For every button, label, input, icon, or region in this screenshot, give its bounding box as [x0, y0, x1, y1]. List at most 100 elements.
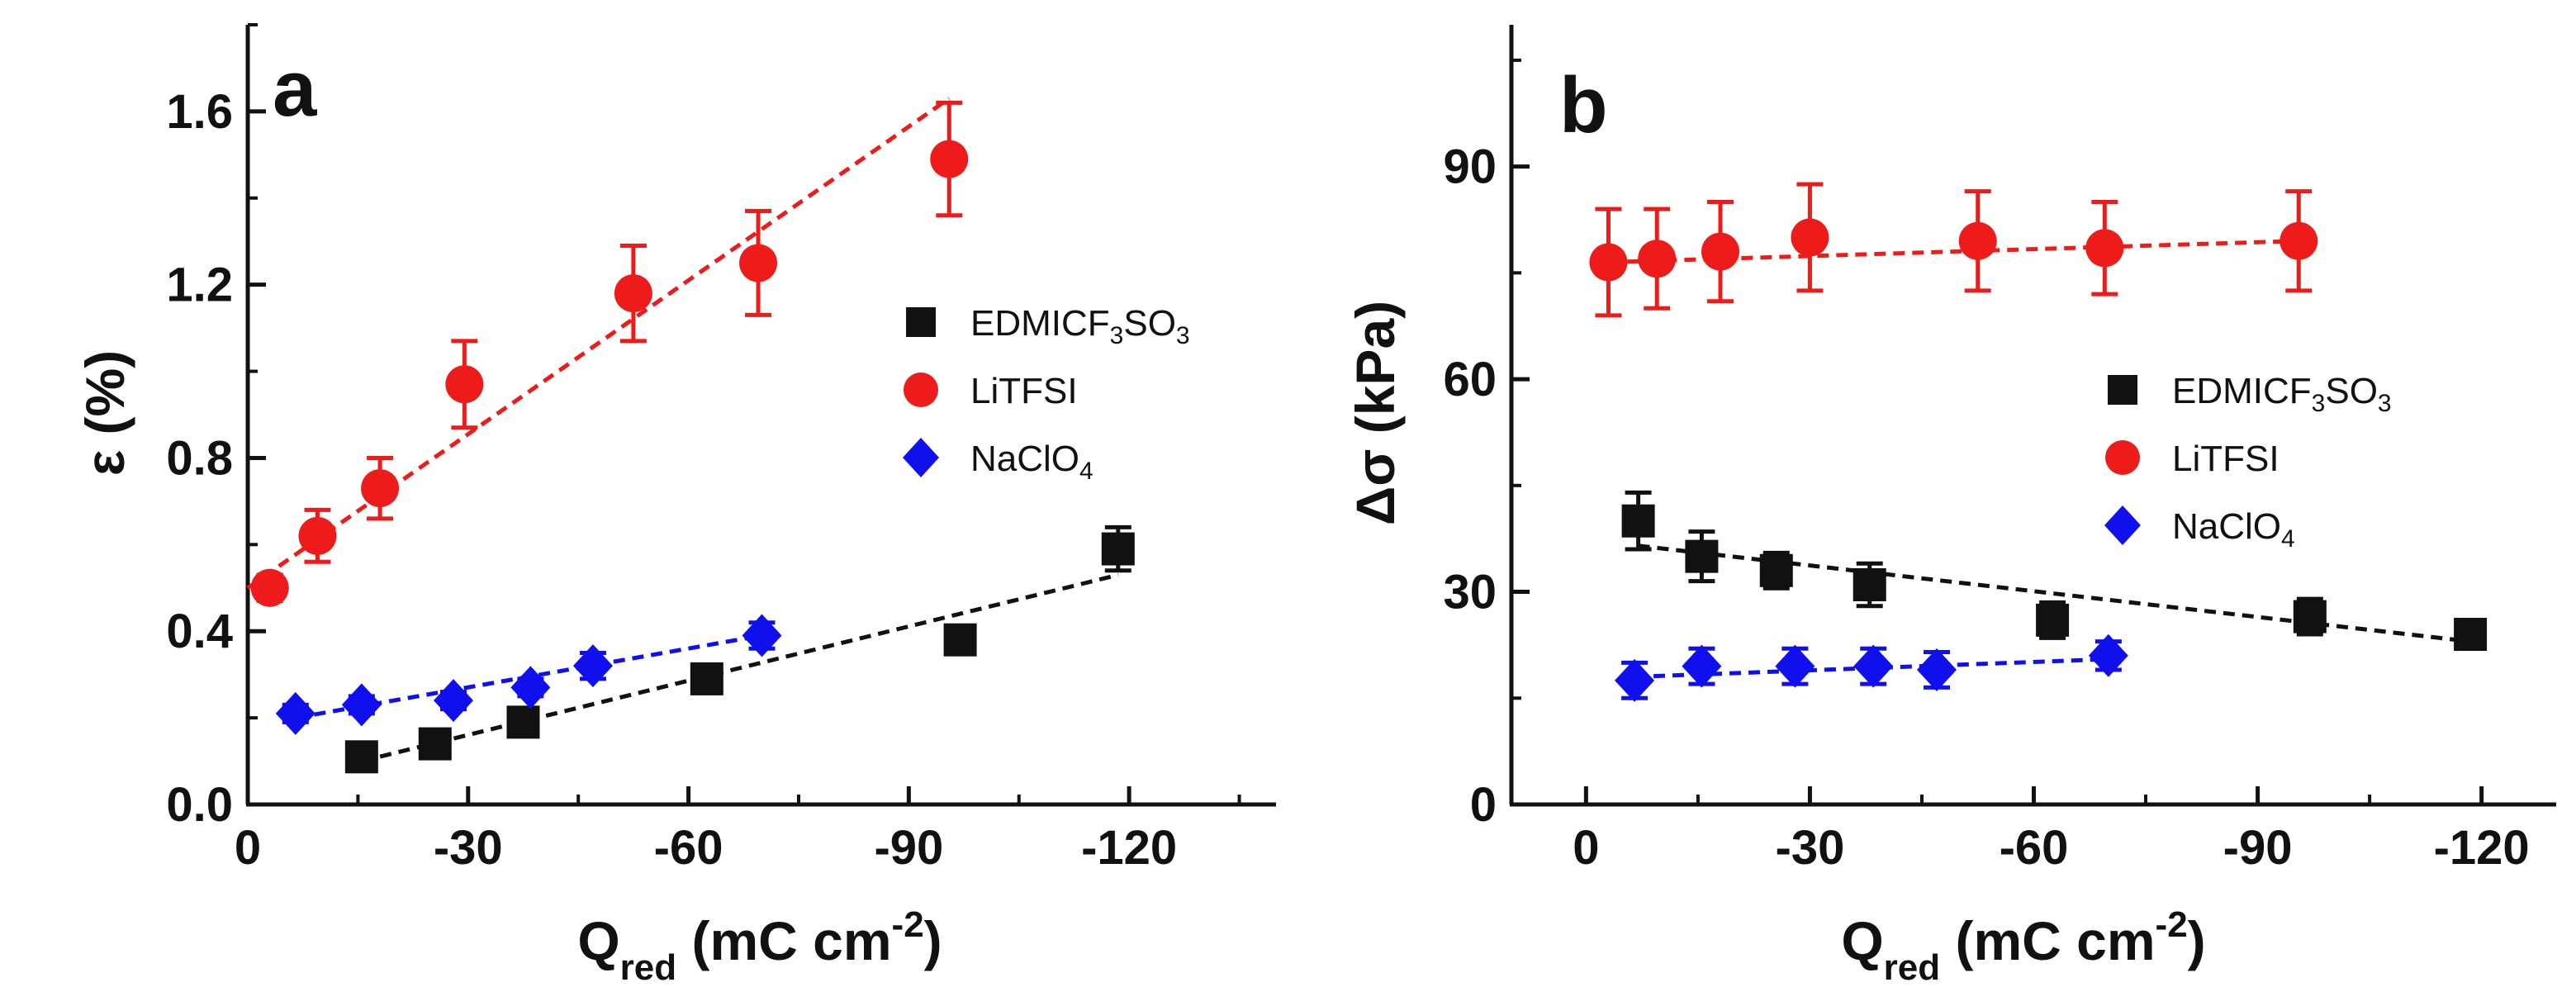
data-point [298, 516, 337, 555]
data-point [418, 727, 452, 761]
data-point [572, 644, 613, 688]
legend-marker [2105, 440, 2140, 475]
y-tick-label: 1.2 [166, 259, 233, 312]
data-point [2036, 603, 2070, 637]
x-tick-label: -90 [874, 821, 943, 875]
legend-label: LiTFSI [970, 371, 1078, 411]
legend-label: EDMICF3SO3 [2172, 371, 2392, 417]
legend-label: EDMICF3SO3 [970, 303, 1190, 349]
y-tick-label: 0.4 [166, 605, 233, 658]
data-point [1621, 504, 1655, 538]
legend-label-rest: SO [2325, 371, 2378, 411]
x-tick-label: -30 [434, 821, 503, 875]
data-point [1853, 644, 1894, 688]
data-point [1917, 648, 1957, 691]
data-point [2454, 618, 2488, 652]
data-point [1101, 532, 1135, 566]
data-point [510, 666, 551, 709]
legend-label-sub: 3 [2312, 390, 2326, 417]
x-axis-title-sub: red [1884, 947, 1940, 988]
data-point [275, 691, 315, 735]
legend-label-main: EDMICF [2172, 371, 2312, 411]
x-tick-label: 0 [1573, 821, 1599, 875]
series-NaClO4 [275, 614, 782, 735]
legend-label: NaClO4 [970, 439, 1093, 485]
data-point [2293, 600, 2327, 633]
data-point [1958, 221, 1997, 260]
data-point [1615, 658, 1655, 702]
x-axis-title-sub: red [620, 947, 676, 988]
y-tick-label: 0.8 [166, 431, 233, 485]
data-point [2088, 633, 2128, 677]
data-point [943, 623, 977, 657]
x-tick-label: 0 [235, 821, 261, 875]
data-point [1853, 567, 1886, 601]
y-tick-label: 30 [1443, 566, 1497, 619]
legend-label-sub2: 3 [2378, 390, 2392, 417]
legend-label-sub: 4 [2281, 525, 2295, 553]
y-tick-label: 1.6 [166, 85, 233, 139]
legend-label-sub: 4 [1079, 458, 1093, 485]
chart-panel-b: 0 -30 -60 -90 -120 0 30 60 90 b Qred (mC cm-2) Δσ (… [1345, 25, 2556, 988]
legend-marker [904, 373, 938, 407]
legend-label-sub2: 3 [1176, 322, 1190, 349]
data-point [614, 274, 652, 313]
x-axis-title-units: (mC cm [1940, 910, 2155, 971]
fit-line [246, 97, 951, 590]
x-axis-title-main: Q [1841, 910, 1883, 971]
x-axis-title: Qred (mC cm-2) [577, 904, 942, 988]
legend-marker [2104, 505, 2141, 545]
legend-label-main: LiTFSI [2172, 439, 2279, 479]
fit-line [361, 572, 1119, 763]
legend-label: NaClO4 [2172, 506, 2295, 553]
legend-label-main: EDMICF [970, 303, 1110, 344]
legend-marker [906, 307, 936, 337]
legend-marker [2108, 375, 2137, 405]
y-axis-title: ε (%) [74, 350, 135, 476]
panel-label: a [273, 45, 317, 133]
panel-label: b [1559, 61, 1608, 149]
data-point [341, 683, 382, 727]
legend-label-main: NaClO [2172, 506, 2281, 547]
series-EDMICF3SO3 [1621, 490, 2488, 652]
data-point [690, 662, 723, 695]
x-axis-title-units: (mC cm [676, 910, 891, 971]
data-point [742, 614, 782, 657]
x-axis-title-exp: -2 [2156, 904, 2188, 945]
data-point [250, 568, 289, 607]
data-point [1791, 218, 1829, 257]
series-EDMICF3SO3 [344, 524, 1135, 774]
y-tick-label: 90 [1443, 140, 1497, 194]
y-axis-title: Δσ (kPa) [1345, 301, 1406, 525]
data-point [1685, 539, 1719, 573]
series-NaClO4 [1615, 633, 2128, 702]
data-point [1775, 644, 1815, 688]
data-point [1759, 553, 1793, 587]
legend-label-rest: SO [1123, 303, 1176, 344]
x-axis-title-close: ) [924, 910, 942, 971]
x-axis-title-close: ) [2188, 910, 2206, 971]
x-tick-label: -90 [2223, 821, 2293, 875]
data-point [506, 705, 540, 739]
data-point [1682, 644, 1722, 688]
data-point [930, 140, 969, 178]
data-point [2085, 229, 2124, 268]
y-tick-label: 0.0 [166, 778, 233, 832]
data-point [2279, 221, 2318, 260]
x-tick-label: -120 [2434, 821, 2530, 875]
x-axis-title-main: Q [577, 910, 619, 971]
legend-label-sub: 3 [1110, 322, 1124, 349]
x-axis-title-exp: -2 [892, 904, 924, 945]
data-point [434, 679, 473, 723]
series-LiTFSI [1589, 182, 2318, 318]
legend-marker [903, 438, 939, 477]
data-point [739, 244, 778, 282]
chart-panel-a: 0 -30 -60 -90 -120 0.0 0.4 0.8 1.2 1.6 a Qred (mC c… [74, 23, 1276, 988]
legend-label: LiTFSI [2172, 439, 2279, 479]
x-tick-label: -120 [1081, 821, 1177, 875]
data-point [344, 740, 378, 774]
y-tick-label: 0 [1470, 778, 1497, 832]
